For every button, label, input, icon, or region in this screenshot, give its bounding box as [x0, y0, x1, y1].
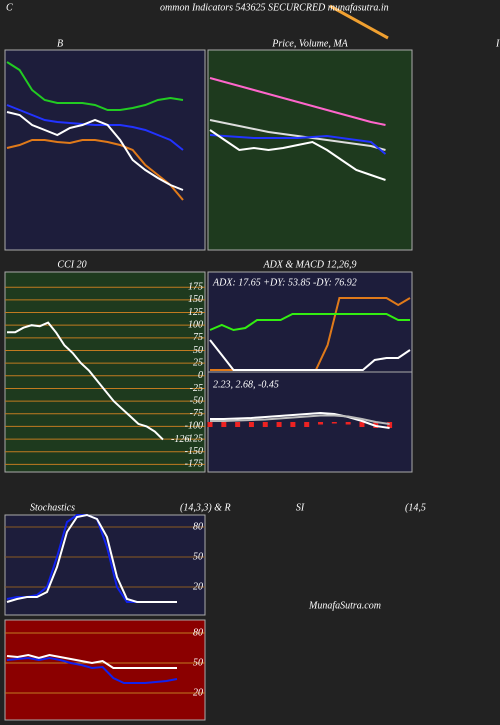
histogram-bar — [235, 422, 241, 427]
panel — [4, 514, 206, 616]
histogram-bar — [318, 422, 324, 425]
panel — [4, 49, 206, 251]
series-line — [210, 414, 390, 425]
y-tick-label: -175 — [185, 459, 203, 470]
y-tick-label: 80 — [193, 627, 203, 638]
series-line — [209, 339, 411, 371]
histogram-bar — [248, 422, 254, 427]
panel — [4, 619, 206, 721]
panel-title: Stochastics — [30, 502, 75, 513]
header-letter: C — [6, 2, 13, 13]
y-tick-label: -25 — [190, 383, 203, 394]
y-tick-label: 50 — [193, 345, 203, 356]
decor-line — [329, 4, 389, 40]
y-tick-label: 50 — [193, 657, 203, 668]
y-tick-label: 75 — [193, 332, 203, 343]
histogram-bar — [276, 422, 282, 427]
panel-title: CCI 20 — [57, 259, 86, 270]
series-line — [209, 134, 387, 155]
y-tick-label: 175 — [188, 281, 203, 292]
panel-title: SI — [296, 502, 305, 513]
series-line — [6, 656, 178, 684]
panel-title: B — [57, 38, 63, 49]
y-tick-label: -100 — [185, 421, 203, 432]
panel — [207, 271, 413, 373]
panel-title: ADX & MACD 12,26,9 — [262, 259, 356, 270]
y-tick-label: -75 — [190, 408, 203, 419]
y-tick-label: -125 — [185, 433, 203, 444]
series-line — [209, 119, 386, 151]
y-tick-label: -50 — [190, 395, 203, 406]
histogram-bar — [221, 422, 227, 427]
value-label: -126 — [171, 434, 189, 445]
series-line — [6, 111, 184, 191]
y-tick-label: 0 — [198, 370, 203, 381]
header-text: ommon Indicators 543625 SECURCRED munafa… — [160, 2, 389, 13]
readout: 2.23, 2.68, -0.45 — [213, 379, 279, 390]
panel-title: Price, Volume, MA — [271, 38, 348, 49]
y-tick-label: 50 — [193, 551, 203, 562]
edge-label: I — [495, 38, 500, 49]
panel-subtitle: (14,5 — [405, 502, 426, 513]
y-tick-label: 80 — [193, 521, 203, 532]
series-line — [6, 513, 177, 603]
readout: ADX: 17.65 +DY: 53.85 -DY: 76.92 — [212, 277, 357, 288]
series-line — [6, 61, 184, 111]
histogram-bar — [359, 422, 365, 427]
series-line — [6, 653, 177, 669]
series-line — [6, 104, 184, 151]
series-line — [209, 313, 410, 332]
y-tick-label: 100 — [188, 319, 203, 330]
y-tick-label: 125 — [188, 307, 203, 318]
histogram-bar — [207, 422, 213, 427]
histogram-bar — [290, 422, 296, 427]
series-line — [209, 77, 386, 126]
histogram-bar — [345, 422, 351, 425]
series-line — [7, 321, 164, 441]
y-tick-label: 20 — [193, 687, 203, 698]
y-tick-label: -150 — [185, 446, 203, 457]
series-line — [6, 139, 184, 201]
y-tick-label: 150 — [188, 294, 203, 305]
series-line — [210, 411, 390, 429]
panel-subtitle: (14,3,3) & R — [180, 502, 231, 513]
y-tick-label: 20 — [193, 581, 203, 592]
watermark: MunafaSutra.com — [308, 600, 381, 611]
series-line — [209, 129, 386, 181]
histogram-bar — [387, 422, 393, 428]
y-tick-label: 25 — [193, 357, 203, 368]
histogram-bar — [331, 422, 337, 424]
histogram-bar — [304, 422, 310, 427]
histogram-bar — [262, 422, 268, 427]
